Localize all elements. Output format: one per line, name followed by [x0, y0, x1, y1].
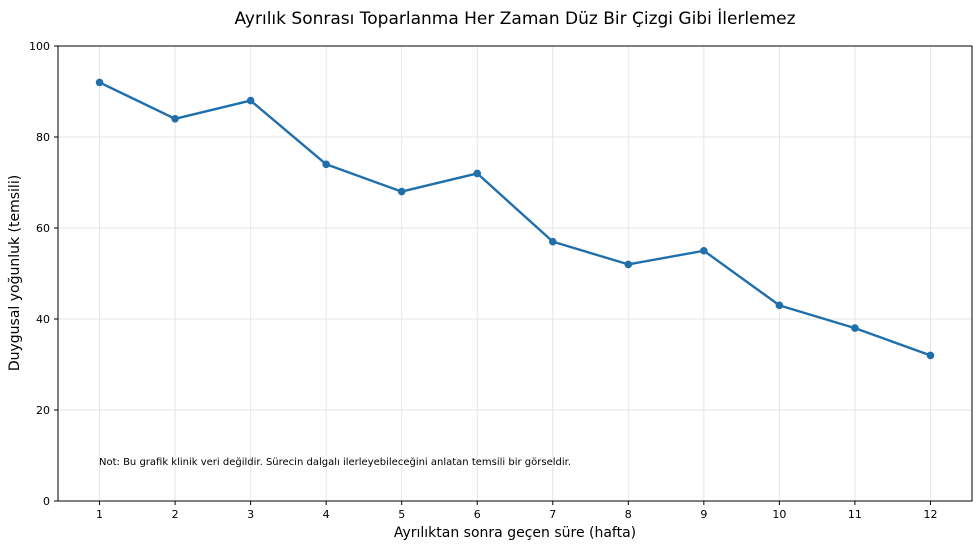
- plot-frame: [57, 45, 973, 502]
- data-point: [171, 115, 179, 123]
- data-point: [775, 301, 784, 310]
- data-point: [95, 78, 104, 87]
- x-tick-label: 3: [247, 508, 254, 521]
- x-tick-label: 9: [700, 508, 707, 521]
- x-tick-label: 11: [848, 508, 862, 521]
- y-tick-label: 100: [29, 40, 50, 53]
- data-point: [700, 246, 708, 255]
- y-tick-label: 80: [36, 131, 50, 144]
- data-point: [322, 160, 330, 169]
- y-tick-label: 40: [36, 313, 50, 326]
- x-tick-label: 5: [398, 508, 405, 521]
- series-layer: [95, 78, 935, 360]
- y-tick-label: 0: [43, 495, 50, 508]
- x-tick-label: 2: [172, 508, 179, 521]
- x-tick-label: 1: [96, 508, 103, 521]
- x-tick-label: 8: [625, 508, 632, 521]
- x-tick-label: 4: [323, 508, 330, 521]
- data-point: [246, 96, 255, 105]
- chart-title: Ayrılık Sonrası Toparlanma Her Zaman Düz…: [234, 8, 795, 29]
- x-tick-label: 12: [923, 508, 937, 521]
- y-axis-label: Duygusal yoğunluk (temsili): [7, 175, 23, 371]
- data-point: [397, 187, 406, 196]
- series-line: [98, 81, 932, 357]
- data-point: [624, 260, 633, 269]
- y-tick-label: 60: [36, 222, 50, 235]
- data-point: [548, 237, 557, 246]
- data-point: [926, 351, 935, 360]
- data-point: [473, 169, 482, 178]
- y-tick-label: 20: [36, 404, 50, 417]
- x-tick-label: 7: [549, 508, 556, 521]
- data-point: [851, 324, 859, 332]
- chart-annotation: Not: Bu grafik klinik veri değildir. Sür…: [99, 456, 571, 468]
- x-axis-label: Ayrılıktan sonra geçen süre (hafta): [394, 525, 636, 541]
- x-tick-label: 6: [474, 508, 481, 521]
- x-tick-label: 10: [772, 508, 786, 521]
